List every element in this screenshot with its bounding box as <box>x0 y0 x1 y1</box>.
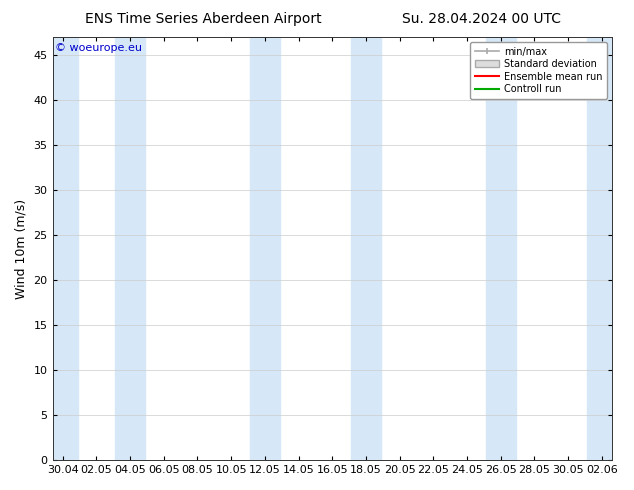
Y-axis label: Wind 10m (m/s): Wind 10m (m/s) <box>15 198 28 299</box>
Bar <box>115 37 145 460</box>
Bar <box>586 37 617 460</box>
Text: Su. 28.04.2024 00 UTC: Su. 28.04.2024 00 UTC <box>403 12 561 26</box>
Bar <box>486 37 516 460</box>
Text: ENS Time Series Aberdeen Airport: ENS Time Series Aberdeen Airport <box>84 12 321 26</box>
Legend: min/max, Standard deviation, Ensemble mean run, Controll run: min/max, Standard deviation, Ensemble me… <box>470 42 607 99</box>
Text: © woeurope.eu: © woeurope.eu <box>55 44 143 53</box>
Bar <box>48 37 78 460</box>
Bar <box>351 37 381 460</box>
Bar <box>250 37 280 460</box>
